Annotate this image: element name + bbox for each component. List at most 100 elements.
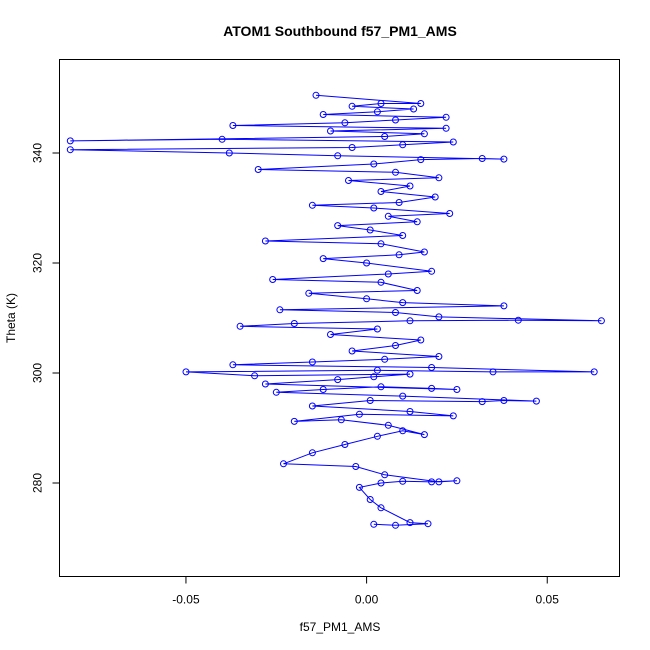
data-point bbox=[428, 364, 436, 371]
data-point bbox=[269, 276, 277, 283]
data-point bbox=[366, 496, 374, 503]
x-tick-label: -0.05 bbox=[172, 593, 200, 607]
data-point bbox=[406, 408, 414, 415]
data-point bbox=[420, 431, 428, 439]
x-axis-label: f57_PM1_AMS bbox=[300, 620, 381, 634]
data-point bbox=[334, 376, 342, 384]
data-point bbox=[399, 392, 407, 400]
data-point bbox=[413, 218, 421, 226]
data-point bbox=[377, 278, 385, 286]
data-point bbox=[290, 320, 298, 327]
data-point bbox=[355, 410, 363, 418]
data-point bbox=[290, 417, 298, 425]
data-point bbox=[377, 504, 385, 512]
data-point bbox=[348, 102, 356, 110]
data-point bbox=[348, 347, 356, 355]
data-point bbox=[392, 521, 399, 529]
data-point bbox=[449, 138, 457, 146]
data-point bbox=[532, 397, 540, 405]
data-point bbox=[406, 519, 414, 527]
data-point bbox=[395, 251, 403, 259]
data-point bbox=[236, 322, 244, 330]
data-point bbox=[370, 160, 378, 168]
data-point bbox=[327, 127, 334, 135]
data-point bbox=[373, 325, 381, 333]
data-point bbox=[500, 155, 508, 163]
data-point bbox=[399, 427, 407, 435]
data-point bbox=[417, 100, 425, 107]
data-point bbox=[272, 388, 280, 396]
data-point bbox=[337, 416, 345, 424]
y-axis: 280 300 320 340 bbox=[31, 143, 60, 493]
data-point bbox=[308, 449, 316, 457]
data-point bbox=[373, 432, 381, 440]
data-point bbox=[377, 240, 385, 248]
data-point bbox=[420, 248, 428, 256]
data-point bbox=[370, 204, 378, 212]
data-point bbox=[395, 199, 403, 206]
data-point bbox=[392, 309, 399, 316]
data-point bbox=[377, 383, 385, 391]
data-point bbox=[399, 232, 407, 239]
data-point bbox=[218, 135, 226, 143]
data-point bbox=[182, 368, 190, 376]
data-point bbox=[435, 478, 443, 486]
data-point bbox=[341, 119, 349, 127]
y-tick-label: 320 bbox=[31, 253, 45, 273]
data-point bbox=[308, 402, 316, 410]
data-point bbox=[392, 342, 399, 349]
data-point bbox=[327, 331, 334, 338]
data-point bbox=[399, 299, 407, 307]
data-point bbox=[446, 210, 454, 217]
data-point bbox=[370, 520, 378, 528]
data-point bbox=[406, 182, 414, 190]
data-point bbox=[417, 156, 425, 164]
data-point bbox=[392, 168, 399, 176]
data-point bbox=[66, 146, 74, 154]
x-axis: -0.05 0.00 0.05 bbox=[172, 576, 559, 607]
data-point bbox=[489, 368, 497, 376]
data-point bbox=[308, 358, 316, 366]
data-point bbox=[500, 302, 508, 310]
y-tick-label: 340 bbox=[31, 143, 45, 163]
data-point bbox=[431, 193, 439, 201]
data-point bbox=[363, 259, 371, 267]
data-point bbox=[381, 355, 389, 363]
data-point bbox=[384, 421, 392, 429]
data-point bbox=[319, 111, 327, 118]
data-point bbox=[428, 384, 436, 392]
data-point bbox=[352, 463, 360, 470]
data-point bbox=[410, 105, 418, 113]
data-point bbox=[399, 141, 407, 149]
y-tick-label: 300 bbox=[31, 363, 45, 383]
y-tick-label: 280 bbox=[31, 473, 45, 493]
data-point bbox=[514, 316, 522, 324]
data-point bbox=[319, 255, 327, 263]
data-point bbox=[229, 122, 237, 129]
data-point bbox=[435, 353, 443, 360]
data-point bbox=[420, 130, 428, 138]
data-point bbox=[435, 313, 443, 321]
data-point bbox=[381, 133, 389, 140]
y-axis-label: Theta (K) bbox=[4, 293, 18, 343]
data-point bbox=[366, 397, 374, 404]
data-point bbox=[435, 174, 443, 182]
data-point bbox=[348, 144, 356, 151]
data-point bbox=[276, 306, 284, 314]
data-point bbox=[355, 483, 363, 491]
data-point bbox=[590, 368, 598, 376]
data-point bbox=[392, 116, 399, 124]
data-point bbox=[384, 270, 392, 278]
data-point bbox=[442, 124, 450, 132]
data-point bbox=[308, 201, 316, 209]
series-line bbox=[70, 94, 602, 526]
data-point bbox=[251, 372, 259, 380]
data-point bbox=[399, 477, 407, 485]
data-point bbox=[406, 370, 414, 378]
data-point bbox=[370, 373, 378, 381]
chart-title: ATOM1 Southbound f57_PM1_AMS bbox=[223, 23, 457, 39]
data-point bbox=[597, 317, 605, 325]
data-point bbox=[334, 152, 342, 160]
data-point bbox=[373, 366, 381, 374]
data-point bbox=[305, 289, 313, 297]
